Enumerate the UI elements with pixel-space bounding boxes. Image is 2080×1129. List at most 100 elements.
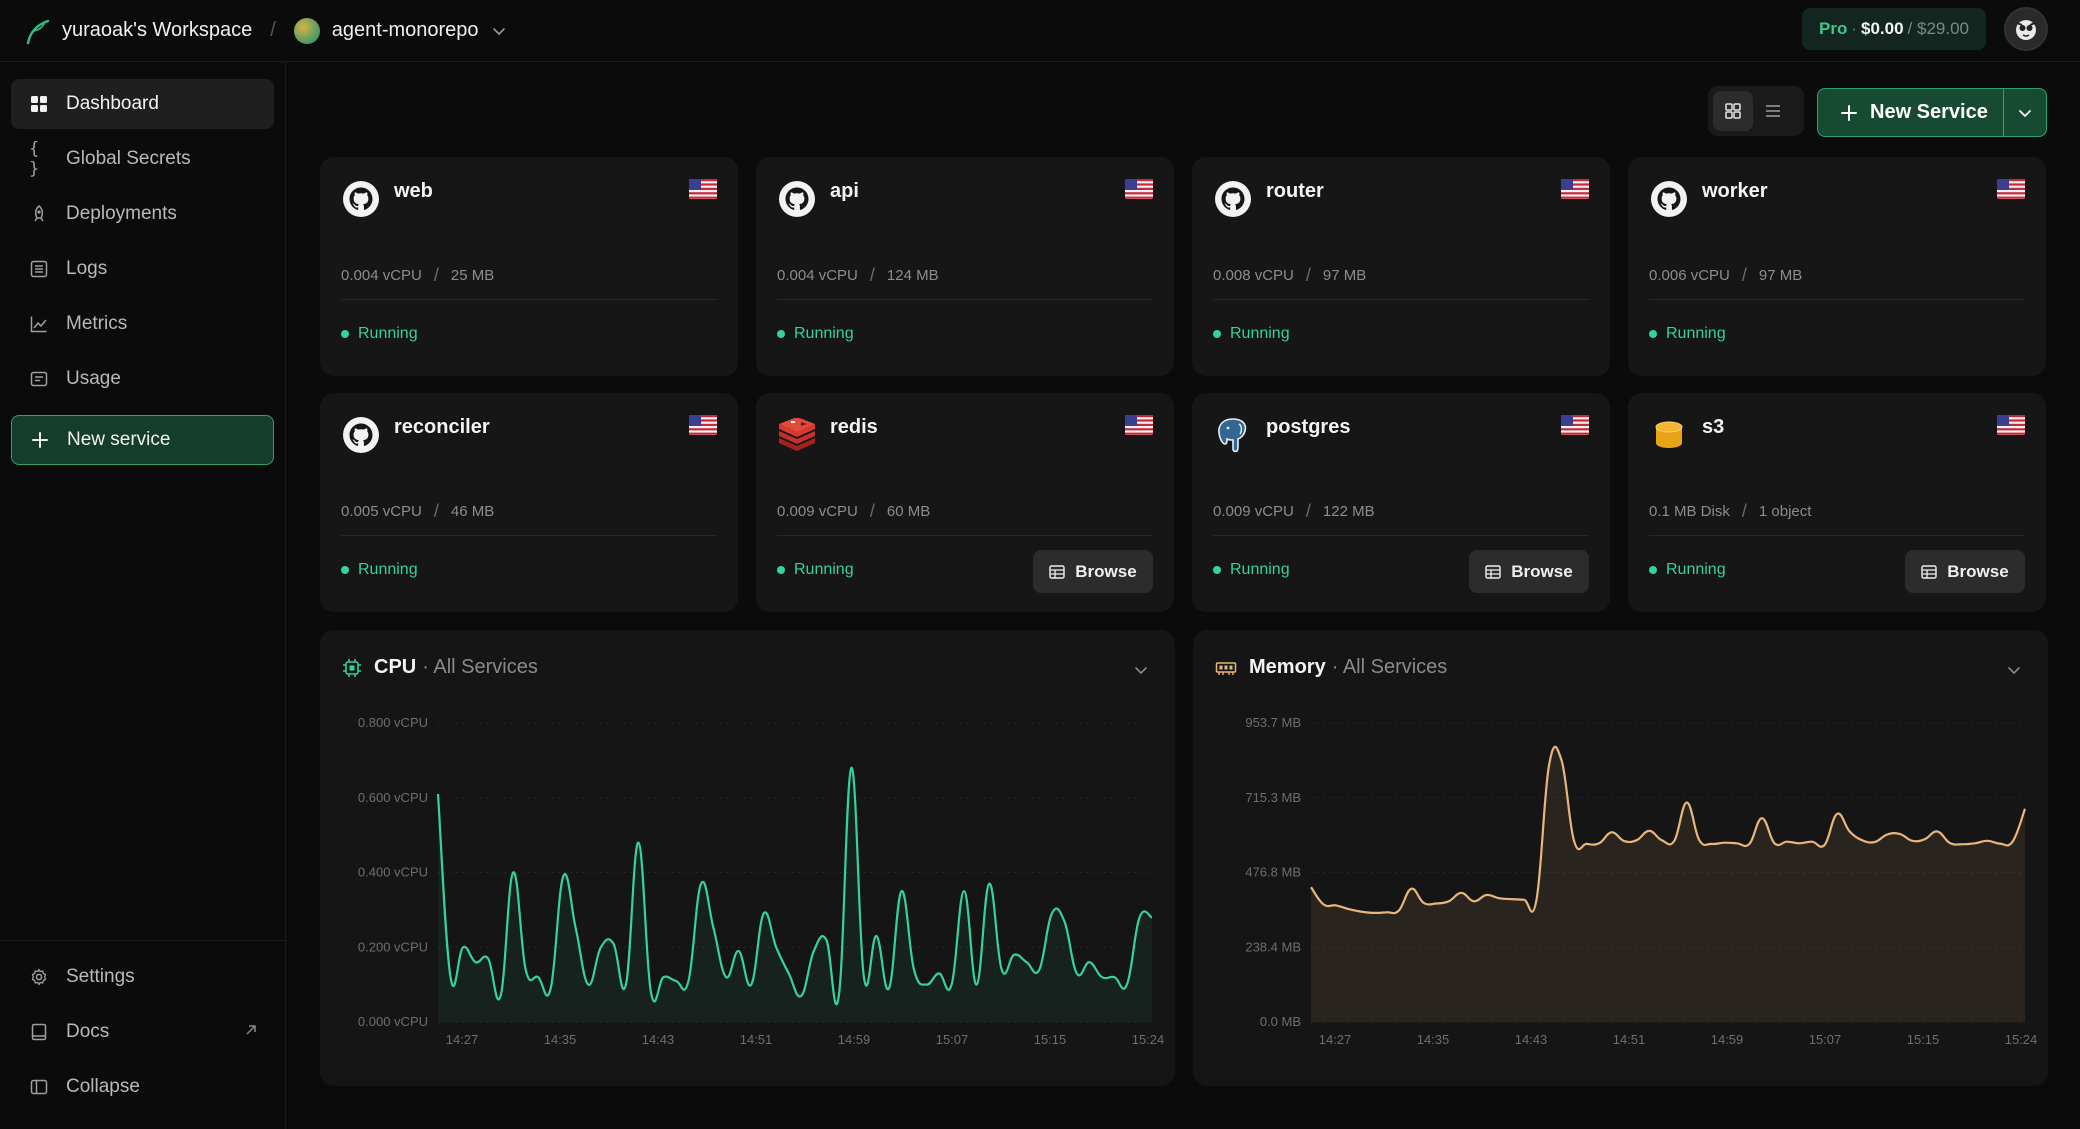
x-tick-label: 14:43 <box>642 1032 675 1047</box>
github-icon <box>779 181 815 217</box>
brand-logo-icon <box>26 19 50 44</box>
cpu-chart-title: CPU <box>374 656 417 678</box>
service-name[interactable]: postgres <box>1266 416 1351 438</box>
service-card-api[interactable]: api 0.004 vCPU / 124 MB Running <box>756 157 1174 376</box>
receipt-icon <box>29 369 49 389</box>
status-dot <box>1649 566 1657 574</box>
sidebar-item-label: Metrics <box>66 313 128 334</box>
card-divider <box>1213 299 1589 300</box>
service-name[interactable]: web <box>394 180 433 202</box>
workspace-switcher[interactable]: yuraoak's Workspace <box>24 17 252 45</box>
service-name[interactable]: s3 <box>1702 416 1725 438</box>
sidebar: Dashboard { } Global Secrets Deployments… <box>0 62 286 1129</box>
project-switcher[interactable]: agent-monorepo <box>293 17 507 44</box>
sidebar-item-metrics[interactable]: Metrics <box>11 299 274 349</box>
github-icon <box>343 181 379 217</box>
sidebar-item-global-secrets[interactable]: { } Global Secrets <box>11 134 274 184</box>
sidebar-icon <box>29 1077 49 1097</box>
service-metric-secondary: 97 MB <box>1322 267 1367 284</box>
browse-button[interactable]: Browse <box>1033 550 1153 593</box>
x-tick-label: 14:59 <box>1711 1032 1744 1047</box>
sidebar-item-label: Dashboard <box>66 93 159 114</box>
series-area <box>438 767 1152 1022</box>
service-card-router[interactable]: router 0.008 vCPU / 97 MB Running <box>1192 157 1610 376</box>
x-tick-label: 15:07 <box>936 1032 969 1047</box>
plan-usage-badge[interactable]: Pro · $0.00 / $29.00 <box>1802 8 1986 50</box>
service-card-reconciler[interactable]: reconciler 0.005 vCPU / 46 MB Running <box>320 393 738 612</box>
us-flag-icon <box>1561 415 1589 435</box>
sidebar-item-collapse[interactable]: Collapse <box>11 1062 274 1112</box>
memory-chart-collapse-icon[interactable] <box>2006 662 2022 678</box>
service-name[interactable]: api <box>830 180 859 202</box>
sidebar-item-label: Deployments <box>66 203 177 224</box>
service-metric-primary: 0.009 vCPU <box>1213 503 1294 520</box>
browse-button[interactable]: Browse <box>1469 550 1589 593</box>
service-name[interactable]: reconciler <box>394 416 490 438</box>
service-card-web[interactable]: web 0.004 vCPU / 25 MB Running <box>320 157 738 376</box>
series-line <box>1310 745 2027 915</box>
sidebar-new-service-button[interactable]: New service <box>11 415 274 465</box>
new-service-label: New Service <box>1870 101 1988 123</box>
sidebar-item-docs[interactable]: Docs <box>11 1007 274 1057</box>
sidebar-item-label: Settings <box>66 966 135 987</box>
service-metric-secondary: 124 MB <box>886 267 939 284</box>
service-card-postgres[interactable]: postgres 0.009 vCPU / 122 MB Running Browse <box>1192 393 1610 612</box>
series-line <box>436 766 1153 1006</box>
service-name[interactable]: worker <box>1702 180 1768 202</box>
grid-view-button[interactable] <box>1713 91 1753 131</box>
github-icon <box>343 417 379 453</box>
x-tick-label: 14:51 <box>1613 1032 1646 1047</box>
status-label: Running <box>794 325 854 342</box>
project-name[interactable]: agent-monorepo <box>331 19 479 41</box>
cpu-chart-plot: 0.000 vCPU 0.200 vCPU 0.400 vCPU 0.600 vCPU… <box>358 715 1165 1047</box>
metric-separator: / <box>433 265 439 285</box>
gear-icon <box>29 967 49 987</box>
service-name[interactable]: router <box>1266 180 1324 202</box>
list-view-button[interactable] <box>1753 91 1793 131</box>
y-tick-label: 0.600 vCPU <box>358 790 428 805</box>
status-dot <box>1649 330 1657 338</box>
card-divider <box>341 299 717 300</box>
sidebar-item-logs[interactable]: Logs <box>11 244 274 294</box>
x-tick-label: 14:59 <box>838 1032 871 1047</box>
memory-chart-title: Memory <box>1249 656 1326 678</box>
braces-icon: { } <box>29 139 40 179</box>
card-divider <box>777 299 1153 300</box>
new-service-dropdown-button[interactable] <box>2004 105 2046 121</box>
service-icon <box>777 179 817 219</box>
cpu-chart-collapse-icon[interactable] <box>1133 662 1149 678</box>
plan-dot: · <box>1851 19 1857 38</box>
x-tick-label: 15:24 <box>1132 1032 1165 1047</box>
sidebar-item-dashboard[interactable]: Dashboard <box>11 79 274 129</box>
plan-spent: $0.00 <box>1861 19 1904 38</box>
sidebar-item-deployments[interactable]: Deployments <box>11 189 274 239</box>
service-status: Running <box>777 561 854 579</box>
service-metrics: 0.006 vCPU / 97 MB <box>1649 265 1802 286</box>
chevron-down-icon[interactable] <box>491 23 507 39</box>
card-divider <box>1649 299 2025 300</box>
service-status: Running <box>1649 325 1726 343</box>
service-metric-primary: 0.008 vCPU <box>1213 267 1294 284</box>
status-label: Running <box>1666 561 1726 578</box>
service-metric-secondary: 46 MB <box>450 503 495 520</box>
browse-button[interactable]: Browse <box>1905 550 2025 593</box>
metric-separator: / <box>869 501 875 521</box>
table-icon <box>1049 564 1065 579</box>
service-card-redis[interactable]: redis 0.009 vCPU / 60 MB Running Browse <box>756 393 1174 612</box>
service-card-s3[interactable]: s3 0.1 MB Disk / 1 object Running Browse <box>1628 393 2046 612</box>
user-avatar[interactable] <box>2004 7 2048 51</box>
grid-view-icon <box>1725 103 1741 119</box>
external-link-icon <box>246 1025 256 1035</box>
new-service-button[interactable]: New Service <box>1818 89 2003 136</box>
sidebar-item-settings[interactable]: Settings <box>11 952 274 1002</box>
y-tick-label: 238.4 MB <box>1245 939 1301 954</box>
service-metric-secondary: 122 MB <box>1322 503 1375 520</box>
service-name[interactable]: redis <box>830 416 878 438</box>
sidebar-item-usage[interactable]: Usage <box>11 354 274 404</box>
service-card-worker[interactable]: worker 0.006 vCPU / 97 MB Running <box>1628 157 2046 376</box>
workspace-name[interactable]: yuraoak's Workspace <box>62 19 253 41</box>
service-metrics: 0.004 vCPU / 25 MB <box>341 265 494 286</box>
series-area <box>1311 746 2025 1022</box>
y-tick-label: 715.3 MB <box>1245 790 1301 805</box>
status-dot <box>777 330 785 338</box>
